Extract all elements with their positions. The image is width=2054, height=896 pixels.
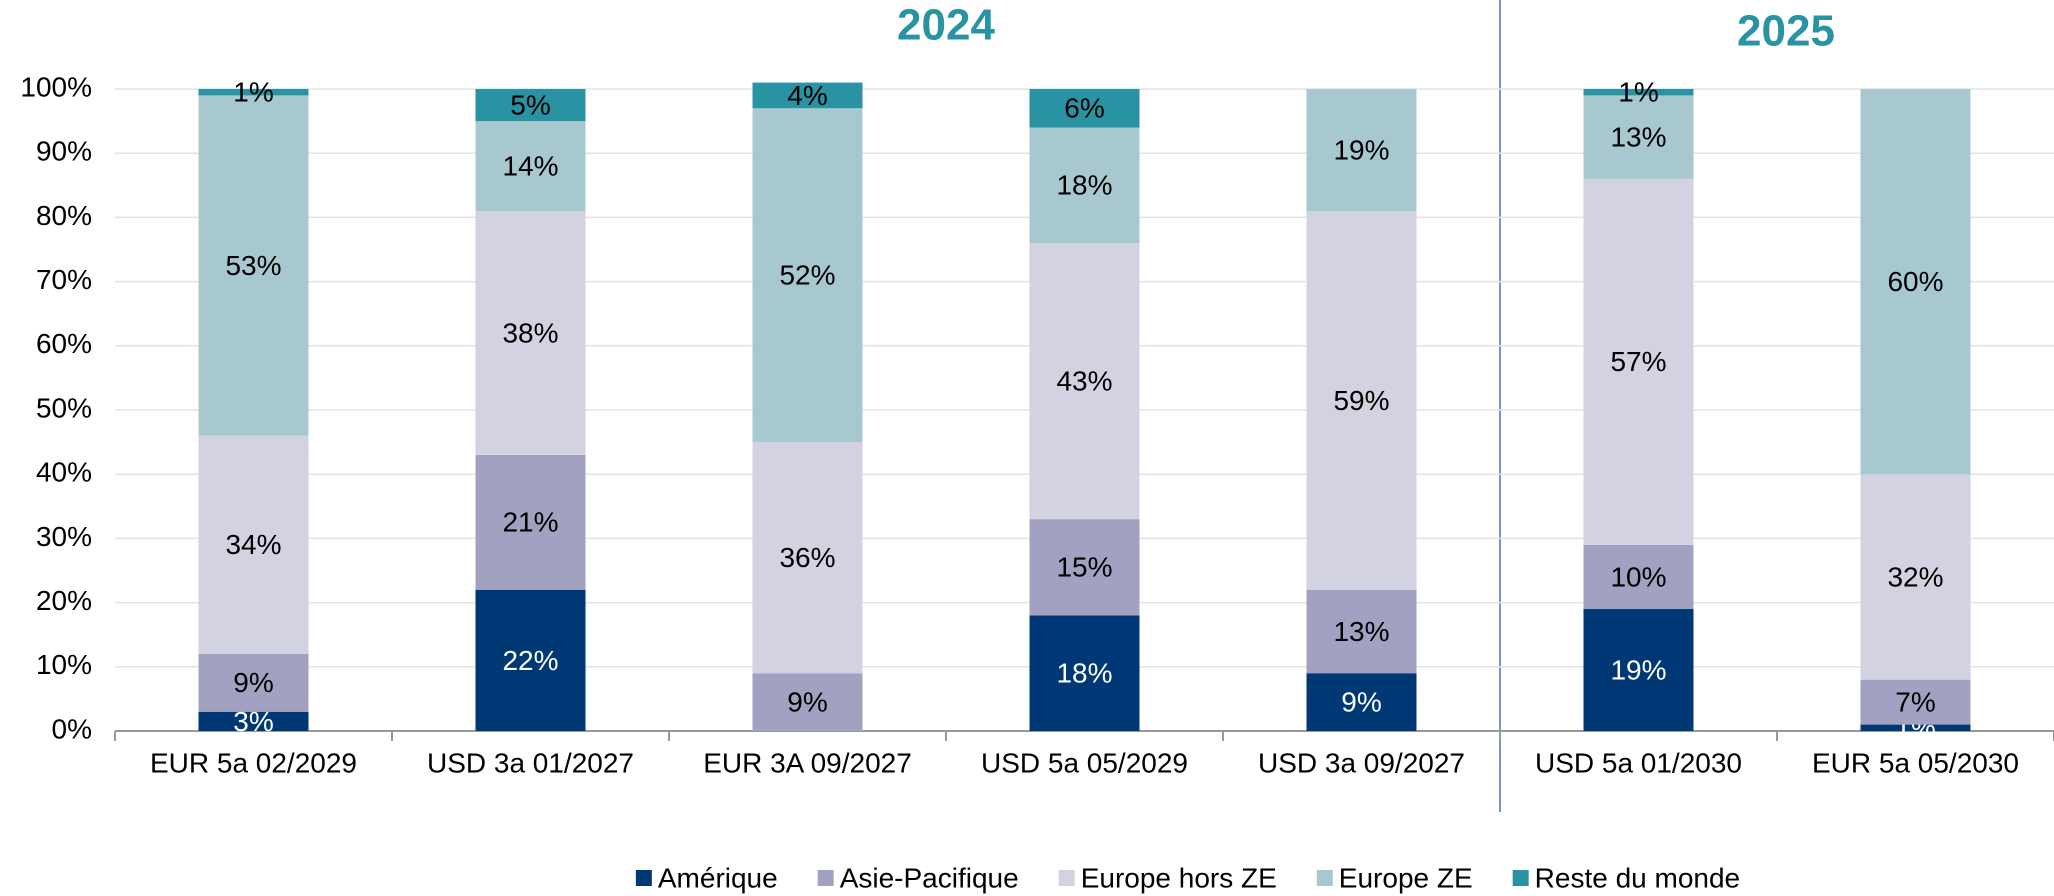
- legend-swatch: [1058, 870, 1075, 886]
- bar-segment: [198, 435, 309, 654]
- legend-swatch: [817, 870, 834, 886]
- data-label: 10%: [1610, 561, 1666, 592]
- y-tick-label: 20%: [36, 585, 92, 616]
- bar-segment: [752, 442, 863, 674]
- bar-segment: [198, 653, 309, 712]
- x-tick-label: USD 3a 09/2027: [1258, 747, 1465, 778]
- bar-segment: [752, 673, 863, 731]
- bar-segment: [1029, 615, 1140, 731]
- y-tick-label: 100%: [20, 71, 92, 102]
- bar-segment: [1029, 127, 1140, 244]
- y-tick-label: 70%: [36, 264, 92, 295]
- data-label: 13%: [1610, 122, 1666, 153]
- x-tick-label: USD 3a 01/2027: [427, 747, 634, 778]
- data-label: 53%: [225, 250, 281, 281]
- legend-label: Europe hors ZE: [1081, 862, 1277, 893]
- bar-segment: [1306, 589, 1417, 674]
- bar-segment: [1583, 95, 1694, 179]
- data-label: 15%: [1056, 552, 1112, 583]
- legend-swatch: [1512, 870, 1529, 886]
- legend: Amérique Asie-Pacifique Europe hors ZE Euro…: [635, 862, 1740, 893]
- legend-swatch: [1316, 870, 1333, 886]
- data-label: 19%: [1610, 654, 1666, 685]
- bar-segment: [475, 210, 586, 455]
- data-label: 19%: [1333, 134, 1389, 165]
- bar-segment: [752, 82, 863, 109]
- data-label: 34%: [225, 529, 281, 560]
- group-label: 2024: [897, 1, 995, 50]
- bar-segment: [1029, 243, 1140, 520]
- data-label: 14%: [502, 150, 558, 181]
- legend-label: Amérique: [658, 862, 778, 893]
- bar-segment: [1029, 519, 1140, 616]
- x-tick-label: USD 5a 01/2030: [1535, 747, 1742, 778]
- bar-segment: [1029, 89, 1140, 128]
- x-tick-label: EUR 5a 02/2029: [150, 747, 357, 778]
- data-label: 6%: [1064, 93, 1104, 124]
- data-label: 13%: [1333, 616, 1389, 647]
- legend-label: Asie-Pacifique: [840, 862, 1019, 893]
- data-label: 9%: [233, 667, 273, 698]
- legend-label: Europe ZE: [1339, 862, 1473, 893]
- bar-segment: [1306, 210, 1417, 590]
- x-tick-label: EUR 5a 05/2030: [1812, 747, 2019, 778]
- data-label: 60%: [1887, 266, 1943, 297]
- y-tick-label: 50%: [36, 392, 92, 423]
- bar-segment: [1306, 673, 1417, 731]
- bar-segment: [1583, 89, 1694, 96]
- data-label: 22%: [502, 645, 558, 676]
- y-tick-label: 0%: [52, 713, 92, 744]
- bar-segment: [198, 95, 309, 436]
- y-tick-label: 30%: [36, 521, 92, 552]
- data-label: 38%: [502, 317, 558, 348]
- data-label: 32%: [1887, 561, 1943, 592]
- data-label: 4%: [787, 80, 827, 111]
- data-label: 18%: [1056, 170, 1112, 201]
- y-tick-label: 40%: [36, 457, 92, 488]
- bar-segment: [1860, 724, 1971, 731]
- group-label: 2025: [1737, 7, 1835, 56]
- bar-segment: [1583, 544, 1694, 610]
- y-tick-label: 80%: [36, 200, 92, 231]
- bar-segment: [198, 711, 309, 731]
- y-tick-label: 60%: [36, 328, 92, 359]
- data-label: 18%: [1056, 658, 1112, 689]
- x-tick-label: EUR 3A 09/2027: [703, 747, 912, 778]
- bar-segment: [752, 108, 863, 443]
- data-label: 52%: [779, 260, 835, 291]
- data-label: 59%: [1333, 385, 1389, 416]
- data-label: 5%: [510, 89, 550, 120]
- bar-segment: [475, 121, 586, 211]
- bar-segment: [1583, 178, 1694, 545]
- legend-swatch: [635, 870, 652, 886]
- data-label: 9%: [787, 687, 827, 718]
- bar-segment: [1860, 679, 1971, 725]
- data-label: 21%: [502, 507, 558, 538]
- data-label: 1%: [233, 77, 273, 108]
- bar-segment: [475, 89, 586, 122]
- bar-segment: [198, 89, 309, 96]
- y-tick-label: 90%: [36, 136, 92, 167]
- bar-segment: [1860, 474, 1971, 680]
- x-tick-label: USD 5a 05/2029: [981, 747, 1188, 778]
- y-tick-label: 10%: [36, 649, 92, 680]
- bar-segment: [1583, 609, 1694, 731]
- bar-segment: [1306, 89, 1417, 211]
- data-label: 43%: [1056, 366, 1112, 397]
- data-label: 57%: [1610, 346, 1666, 377]
- data-label: 7%: [1895, 687, 1935, 718]
- bar-segment: [475, 454, 586, 590]
- bar-segment: [1860, 89, 1971, 475]
- bar-segment: [475, 589, 586, 731]
- legend-label: Reste du monde: [1535, 862, 1740, 893]
- data-label: 9%: [1341, 687, 1381, 718]
- data-label: 36%: [779, 542, 835, 573]
- data-label: 1%: [1618, 77, 1658, 108]
